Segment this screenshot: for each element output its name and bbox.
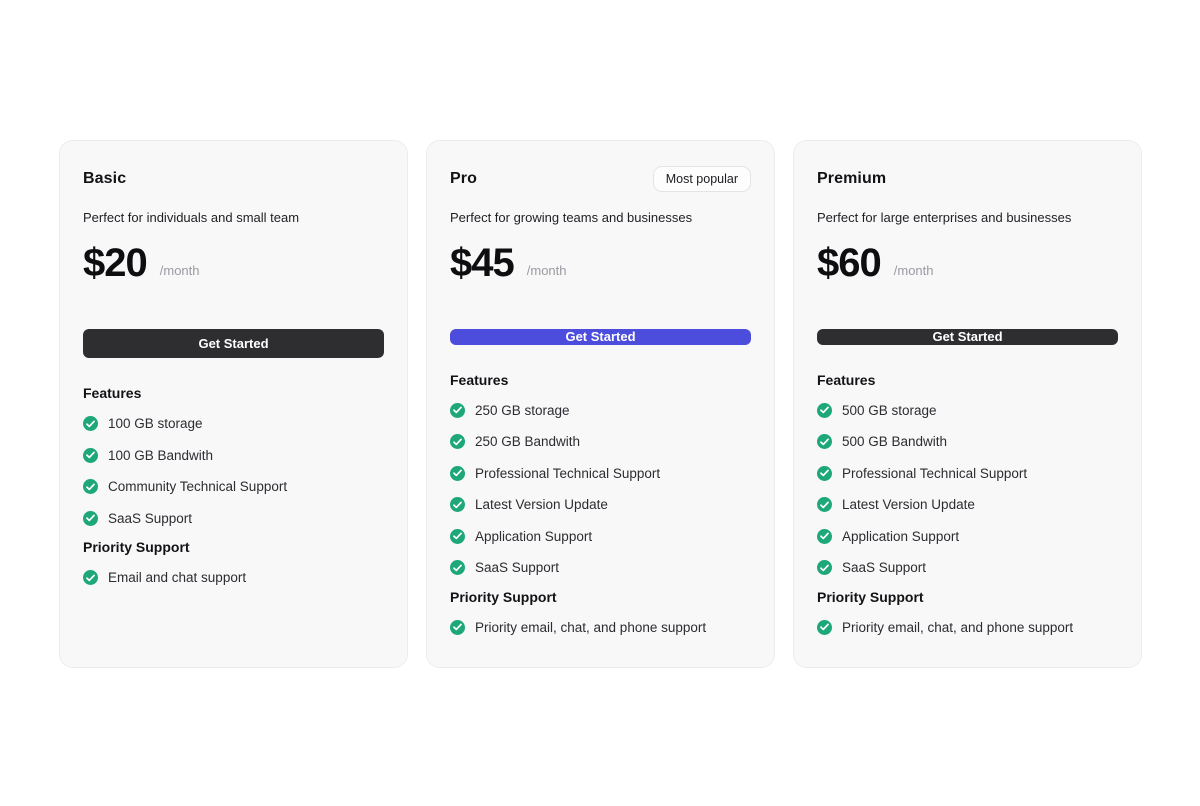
check-icon (83, 447, 98, 463)
check-icon (450, 560, 465, 576)
check-icon (450, 465, 465, 481)
feature-text: Professional Technical Support (475, 465, 661, 481)
priority-feature-list: Priority email, chat, and phone support (817, 612, 1118, 644)
feature-text: Priority email, chat, and phone support (842, 619, 1074, 635)
plan-price: $60 (817, 241, 882, 285)
priority-heading: Priority Support (450, 588, 557, 605)
get-started-button[interactable]: Get Started (83, 329, 384, 358)
feature-text: Latest Version Update (842, 497, 975, 513)
pricing-card-pro: Pro Most popular Perfect for growing tea… (426, 140, 775, 668)
card-header: Premium (817, 165, 1118, 193)
feature-list: 250 GB storage 250 GB Bandwith Professiona… (450, 395, 751, 584)
feature-list: 100 GB storage 100 GB Bandwith Community T… (83, 408, 384, 534)
priority-heading: Priority Support (83, 539, 190, 555)
plan-description: Perfect for growing teams and businesses (450, 210, 693, 225)
feature-item: Priority email, chat, and phone support (817, 612, 1118, 644)
feature-text: Application Support (475, 528, 593, 544)
check-icon (450, 619, 465, 635)
feature-item: SaaS Support (817, 552, 1118, 584)
feature-text: 100 GB Bandwith (108, 447, 214, 463)
price-row: $45 /month (450, 243, 751, 283)
pricing-cards: Basic Perfect for individuals and small … (59, 140, 1142, 668)
feature-text: Professional Technical Support (842, 465, 1028, 481)
get-started-button[interactable]: Get Started (450, 329, 751, 345)
priority-feature-list: Priority email, chat, and phone support (450, 612, 751, 644)
feature-item: 100 GB Bandwith (83, 440, 384, 472)
feature-text: Priority email, chat, and phone support (475, 619, 707, 635)
check-icon (83, 510, 98, 526)
feature-text: SaaS Support (842, 560, 927, 576)
features-heading: Features (450, 371, 509, 388)
feature-text: 500 GB storage (842, 402, 937, 418)
card-header: Pro Most popular (450, 165, 751, 193)
priority-feature-list: Email and chat support (83, 562, 384, 594)
feature-item: 100 GB storage (83, 408, 384, 440)
feature-text: SaaS Support (108, 510, 193, 526)
plan-description: Perfect for large enterprises and busine… (817, 210, 1072, 225)
priority-heading: Priority Support (817, 588, 924, 605)
pricing-card-basic: Basic Perfect for individuals and small … (59, 140, 408, 668)
feature-item: Application Support (450, 521, 751, 553)
feature-text: 500 GB Bandwith (842, 434, 948, 450)
check-icon (450, 434, 465, 450)
check-icon (83, 416, 98, 432)
plan-period: /month (159, 263, 200, 278)
check-icon (817, 528, 832, 544)
feature-item: 250 GB Bandwith (450, 426, 751, 458)
feature-text: Application Support (842, 528, 960, 544)
plan-description: Perfect for individuals and small team (83, 210, 300, 225)
feature-text: 250 GB Bandwith (475, 434, 581, 450)
features-heading: Features (83, 385, 142, 401)
feature-item: 500 GB Bandwith (817, 426, 1118, 458)
feature-list: 500 GB storage 500 GB Bandwith Professiona… (817, 395, 1118, 584)
feature-item: Latest Version Update (817, 489, 1118, 521)
feature-item: Professional Technical Support (450, 458, 751, 490)
feature-item: SaaS Support (450, 552, 751, 584)
plan-period: /month (526, 263, 567, 278)
feature-item: Priority email, chat, and phone support (450, 612, 751, 644)
get-started-button[interactable]: Get Started (817, 329, 1118, 345)
feature-item: 500 GB storage (817, 395, 1118, 427)
feature-text: Community Technical Support (108, 479, 288, 495)
plan-price: $20 (83, 241, 148, 285)
feature-text: 100 GB storage (108, 416, 203, 432)
feature-item: Email and chat support (83, 562, 384, 594)
feature-item: 250 GB storage (450, 395, 751, 427)
card-header: Basic (83, 165, 384, 193)
check-icon (817, 619, 832, 635)
most-popular-badge: Most popular (652, 166, 751, 192)
plan-name: Pro (450, 170, 477, 187)
check-icon (83, 479, 98, 495)
price-row: $20 /month (83, 243, 384, 283)
plan-name: Basic (83, 170, 127, 187)
feature-item: SaaS Support (83, 503, 384, 535)
feature-item: Latest Version Update (450, 489, 751, 521)
check-icon (817, 402, 832, 418)
check-icon (817, 497, 832, 513)
check-icon (817, 465, 832, 481)
plan-period: /month (893, 263, 934, 278)
check-icon (450, 497, 465, 513)
check-icon (817, 560, 832, 576)
feature-item: Professional Technical Support (817, 458, 1118, 490)
feature-text: Latest Version Update (475, 497, 608, 513)
feature-item: Application Support (817, 521, 1118, 553)
check-icon (817, 434, 832, 450)
features-heading: Features (817, 371, 876, 388)
plan-name: Premium (817, 170, 887, 187)
check-icon (83, 570, 98, 586)
feature-item: Community Technical Support (83, 471, 384, 503)
feature-text: Email and chat support (108, 570, 247, 586)
check-icon (450, 528, 465, 544)
plan-price: $45 (450, 241, 515, 285)
price-row: $60 /month (817, 243, 1118, 283)
pricing-card-premium: Premium Perfect for large enterprises an… (793, 140, 1142, 668)
check-icon (450, 402, 465, 418)
feature-text: 250 GB storage (475, 402, 570, 418)
feature-text: SaaS Support (475, 560, 560, 576)
